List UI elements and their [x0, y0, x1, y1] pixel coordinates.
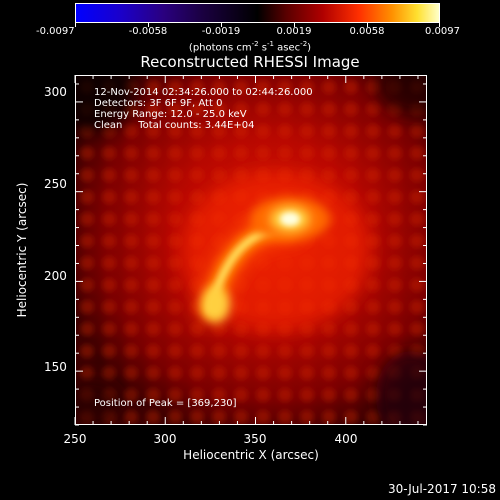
- colorbar-tick-label: 0.0058: [349, 26, 385, 37]
- info-energy: Energy Range: 12.0 - 25.0 keV: [94, 109, 247, 120]
- x-tick-label: 350: [243, 432, 267, 446]
- y-tick-label: 200: [44, 269, 67, 283]
- colorbar-tick-label: -0.0058: [128, 26, 168, 37]
- y-axis-label: Heliocentric Y (arcsec): [15, 182, 29, 318]
- colorbar-units: (photons cm-2 s-1 asec-2): [188, 40, 312, 54]
- y-tick-label: 250: [44, 177, 67, 191]
- x-tick-label: 400: [334, 432, 358, 446]
- timestamp: 30-Jul-2017 10:58: [387, 482, 496, 496]
- y-tick-label: 300: [44, 85, 67, 99]
- x-axis-label: Heliocentric X (arcsec): [183, 448, 319, 462]
- peak-position: Position of Peak = [369,230]: [94, 398, 237, 409]
- colorbar-tick: [294, 23, 295, 27]
- colorbar-tick-label: 0.0097: [425, 26, 460, 37]
- info-clean: Clean Total counts: 3.44E+04: [94, 120, 255, 131]
- colorbar-tick-label: -0.0019: [201, 26, 241, 37]
- colorbar-tick: [221, 23, 222, 27]
- reconstructed-image: [76, 76, 426, 424]
- colorbar-tick: [148, 23, 149, 27]
- plot-title: Reconstructed RHESSI Image: [140, 53, 360, 71]
- footpoint-source: [201, 286, 230, 323]
- colorbar-tick: [439, 23, 440, 27]
- colorbar-tick-label: -0.0097: [36, 26, 75, 37]
- colorbar-tick: [367, 23, 368, 27]
- colorbar: [75, 3, 440, 23]
- y-tick-label: 150: [44, 360, 67, 374]
- colorbar-tick-label: 0.0019: [276, 26, 312, 37]
- image-plot: 12-Nov-2014 02:34:26.000 to 02:44:26.000…: [75, 75, 427, 425]
- x-tick-label: 300: [153, 432, 177, 446]
- colorbar-tick: [75, 23, 76, 27]
- info-time-range: 12-Nov-2014 02:34:26.000 to 02:44:26.000: [94, 87, 313, 98]
- info-detectors: Detectors: 3F 6F 9F, Att 0: [94, 98, 223, 109]
- x-tick-label: 250: [63, 432, 87, 446]
